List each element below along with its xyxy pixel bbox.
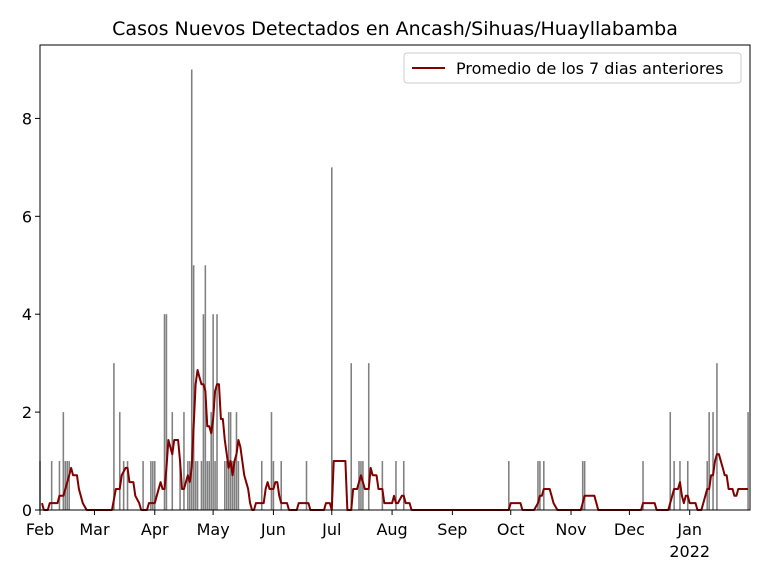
x-tick-label-10: Dec [614,520,645,539]
bar-65 [673,461,675,510]
bar-29 [206,461,209,510]
bar-30 [208,461,211,510]
x-tick-sublabel-11: 2022 [669,542,710,561]
x-tick-label-1: Mar [79,520,110,539]
bar-10 [126,461,129,510]
bar-13 [152,461,154,510]
average-line-group [40,369,749,511]
bar-11 [142,461,144,510]
bar-2 [58,461,61,510]
bar-49 [350,363,353,510]
bar-27 [202,314,205,510]
bar-57 [508,461,510,510]
x-tick-label-6: Aug [376,520,407,539]
bar-3 [62,412,65,510]
bar-25 [196,461,199,510]
bar-26 [200,461,203,510]
bar-56 [402,461,405,510]
y-tick-label-4: 4 [22,305,32,324]
bar-71 [716,363,718,510]
bar-70 [712,412,714,510]
bar-43 [260,461,263,510]
bar-60 [543,461,545,510]
bar-7 [113,363,115,510]
bar-46 [280,461,282,510]
y-axis: 0 2 4 6 8 [22,109,40,520]
bar-51 [360,461,362,510]
bar-6 [68,461,70,510]
bar-19 [183,412,185,510]
x-tick-label-9: Nov [555,520,586,539]
x-tick-label-11: Jan [676,520,702,539]
legend-box [403,52,742,84]
x-tick-label-4: Jun [260,520,286,539]
bar-1 [50,461,53,510]
bar-54 [381,461,384,510]
bar-47 [305,461,308,510]
bar-23 [192,265,195,510]
legend-label: Promedio de los 7 dias anteriores [456,59,723,78]
bar-41 [235,412,238,510]
x-tick-label-3: May [197,520,230,539]
y-tick-label-0: 0 [22,501,32,520]
bar-33 [214,461,216,510]
bar-16 [165,314,168,510]
average-line [40,369,749,511]
bar-34 [216,314,218,510]
bar-44 [270,412,273,510]
x-tick-label-8: Oct [497,520,525,539]
bar-48 [331,167,333,510]
plot-frame [39,44,751,511]
bar-9 [122,461,125,510]
bar-21 [189,461,191,510]
bar-58 [537,461,539,510]
bar-72 [747,412,749,510]
bar-62 [583,461,586,510]
bar-64 [669,412,672,510]
x-tick-label-0: Feb [26,520,54,539]
y-tick-label-6: 6 [22,207,32,226]
bar-8 [118,412,121,510]
bar-61 [581,461,584,510]
bar-17 [171,412,174,510]
bar-20 [187,461,189,510]
x-tick-label-7: Sep [437,520,467,539]
y-tick-label-8: 8 [22,109,32,128]
bar-40 [233,461,236,510]
bar-67 [686,461,689,510]
bar-14 [153,461,156,510]
bar-59 [539,461,541,510]
chart-title: Casos Nuevos Detectados en Ancash/Sihuas… [112,18,678,40]
bars-group [39,69,749,510]
bar-42 [237,461,240,510]
x-tick-label-5: Jul [321,520,341,539]
bar-35 [224,461,226,510]
bar-15 [163,314,166,510]
bar-31 [210,412,212,510]
bar-63 [642,461,644,510]
x-tick-label-2: Apr [141,520,169,539]
bar-55 [395,461,397,510]
bar-39 [231,461,234,510]
bar-68 [706,461,708,510]
bar-36 [225,461,228,510]
y-tick-label-2: 2 [22,403,32,422]
bar-24 [194,461,197,510]
bar-53 [367,363,370,510]
bar-69 [708,412,710,510]
bar-18 [179,461,181,510]
legend: Promedio de los 7 dias anteriores [403,52,742,84]
bar-22 [190,69,193,510]
bar-12 [150,461,152,510]
x-axis: Feb Mar Apr May Jun Jul Aug Sep Oct Nov Dec Jan 2022 [26,510,710,561]
